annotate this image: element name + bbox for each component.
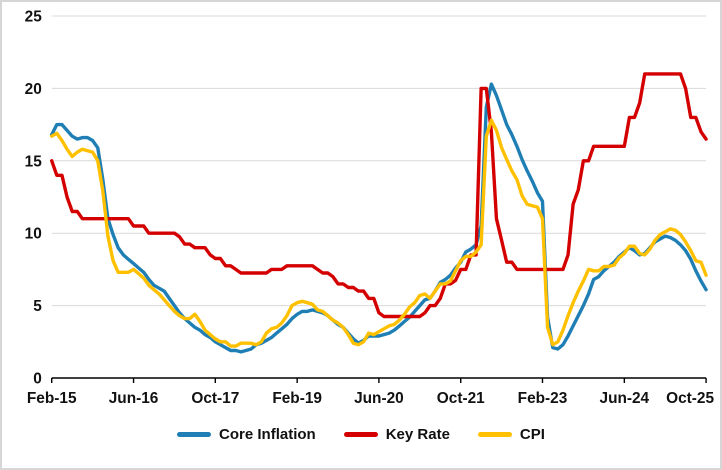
legend-label-core-inflation: Core Inflation — [219, 426, 316, 443]
legend-item-key-rate: Key Rate — [343, 426, 450, 443]
svg-text:Jun-24: Jun-24 — [600, 390, 650, 407]
svg-text:5: 5 — [33, 298, 42, 315]
legend-item-cpi: CPI — [477, 426, 545, 443]
svg-text:Jun-16: Jun-16 — [109, 390, 159, 407]
svg-text:Feb-19: Feb-19 — [272, 390, 322, 407]
svg-text:Feb-23: Feb-23 — [518, 390, 568, 407]
svg-text:Oct-25: Oct-25 — [666, 390, 714, 407]
svg-text:0: 0 — [33, 370, 42, 387]
svg-text:10: 10 — [25, 226, 42, 243]
legend-item-core-inflation: Core Inflation — [177, 426, 316, 443]
svg-text:15: 15 — [25, 153, 43, 170]
legend-label-cpi: CPI — [519, 426, 545, 443]
chart-legend: Core Inflation Key Rate CPI — [2, 426, 720, 443]
svg-text:20: 20 — [25, 81, 42, 98]
key-rate-line-swatch-icon — [343, 432, 378, 437]
svg-text:Feb-15: Feb-15 — [27, 390, 77, 407]
svg-text:25: 25 — [25, 8, 43, 25]
cpi-line-swatch-icon — [477, 432, 512, 437]
svg-text:Jun-20: Jun-20 — [354, 390, 404, 407]
core-inflation-line-swatch-icon — [177, 432, 212, 437]
svg-text:Oct-21: Oct-21 — [437, 390, 485, 407]
chart-plot-area: 0 5 10 15 20 25 Feb-15 Jun-16 Oct-17 Feb-19 Jun-20… — [25, 8, 715, 407]
legend-label-key-rate: Key Rate — [385, 426, 450, 443]
svg-text:Oct-17: Oct-17 — [191, 390, 239, 407]
